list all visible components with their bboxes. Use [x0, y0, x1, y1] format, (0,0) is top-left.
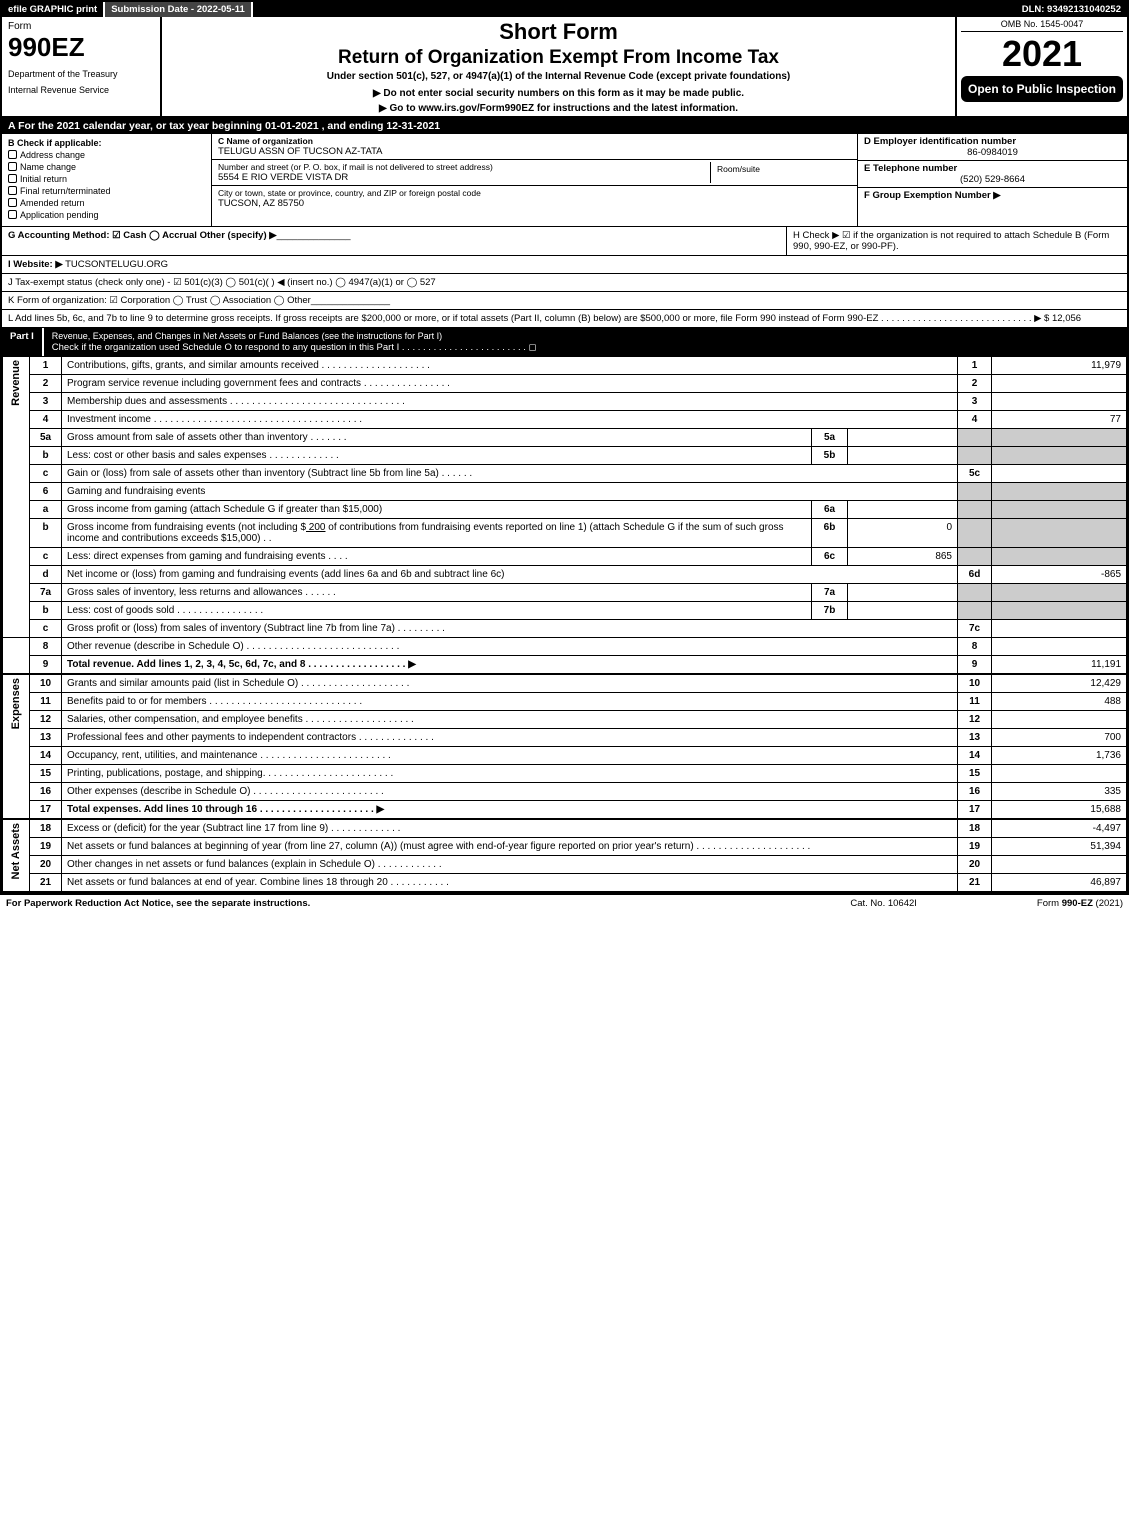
part-i-tag: Part I	[2, 328, 44, 356]
sub-6b: 0	[848, 519, 958, 548]
box-b: B Check if applicable: Address change Na…	[2, 134, 212, 226]
box-j: J Tax-exempt status (check only one) - ☑…	[2, 274, 1127, 292]
box-h: H Check ▶ ☑ if the organization is not r…	[787, 227, 1127, 255]
amt-18: -4,497	[992, 820, 1127, 838]
amt-19: 51,394	[992, 838, 1127, 856]
amt-21: 46,897	[992, 874, 1127, 892]
header-left: Form 990EZ Department of the Treasury In…	[2, 17, 162, 116]
ein-label: D Employer identification number	[864, 136, 1121, 147]
form-word: Form	[8, 21, 154, 32]
netassets-table: Net Assets 18 Excess or (deficit) for th…	[2, 819, 1127, 892]
cat-number: Cat. No. 10642I	[850, 898, 917, 909]
amt-15	[992, 765, 1127, 783]
amt-17: 15,688	[992, 801, 1127, 819]
box-l: L Add lines 5b, 6c, and 7b to line 9 to …	[2, 310, 1127, 328]
expenses-label: Expenses	[8, 678, 24, 729]
form-header: Form 990EZ Department of the Treasury In…	[2, 17, 1127, 118]
amt-20	[992, 856, 1127, 874]
box-i: I Website: ▶ TUCSONTELUGU.ORG	[2, 256, 1127, 274]
chk-initial-return[interactable]: Initial return	[8, 174, 205, 184]
header-right: OMB No. 1545-0047 2021 Open to Public In…	[957, 17, 1127, 116]
chk-amended-return[interactable]: Amended return	[8, 198, 205, 208]
amt-9: 11,191	[992, 656, 1127, 674]
city-label: City or town, state or province, country…	[218, 188, 851, 198]
header-mid: Short Form Return of Organization Exempt…	[162, 17, 957, 116]
identity-block: B Check if applicable: Address change Na…	[2, 134, 1127, 227]
submission-date: Submission Date - 2022-05-11	[105, 2, 253, 17]
phone-value: (520) 529-8664	[864, 174, 1121, 185]
part-i-sub: (see the instructions for Part I)	[322, 331, 443, 341]
sub-5b	[848, 447, 958, 465]
amt-12	[992, 711, 1127, 729]
amt-3	[992, 393, 1127, 411]
sub-5a	[848, 429, 958, 447]
boxes-d-e-f: D Employer identification number 86-0984…	[857, 134, 1127, 226]
amt-16: 335	[992, 783, 1127, 801]
subtitle-section: Under section 501(c), 527, or 4947(a)(1)…	[166, 71, 951, 82]
part-i-title: Revenue, Expenses, and Changes in Net As…	[52, 331, 319, 341]
revenue-label: Revenue	[8, 360, 24, 406]
box-k: K Form of organization: ☑ Corporation ◯ …	[2, 292, 1127, 310]
page-footer: For Paperwork Reduction Act Notice, see …	[0, 894, 1129, 912]
amt-11: 488	[992, 693, 1127, 711]
amt-7c	[992, 620, 1127, 638]
dln-number: DLN: 93492131040252	[1016, 2, 1127, 17]
form-ref: Form 990-EZ (2021)	[1037, 898, 1123, 909]
netassets-label: Net Assets	[8, 823, 24, 879]
top-bar: efile GRAPHIC print Submission Date - 20…	[2, 2, 1127, 17]
form-number: 990EZ	[8, 32, 154, 63]
addr-label: Number and street (or P. O. box, if mail…	[218, 162, 710, 172]
efile-label[interactable]: efile GRAPHIC print	[2, 2, 105, 17]
amt-8	[992, 638, 1127, 656]
dept-treasury: Department of the Treasury	[8, 69, 154, 79]
chk-address-change[interactable]: Address change	[8, 150, 205, 160]
org-name-value: TELUGU ASSN OF TUCSON AZ-TATA	[218, 146, 851, 157]
chk-application-pending[interactable]: Application pending	[8, 210, 205, 220]
warning-ssn: ▶ Do not enter social security numbers o…	[166, 88, 951, 99]
sub-7a	[848, 584, 958, 602]
open-public-badge: Open to Public Inspection	[961, 76, 1123, 102]
amt-5c	[992, 465, 1127, 483]
omb-number: OMB No. 1545-0047	[961, 19, 1123, 32]
paperwork-notice: For Paperwork Reduction Act Notice, see …	[6, 898, 310, 909]
amt-13: 700	[992, 729, 1127, 747]
amt-1: 11,979	[992, 357, 1127, 375]
org-name-label: C Name of organization	[218, 136, 851, 146]
amt-2	[992, 375, 1127, 393]
form-page: efile GRAPHIC print Submission Date - 20…	[0, 0, 1129, 894]
group-exemption-label: F Group Exemption Number ▶	[864, 190, 1121, 201]
box-g: G Accounting Method: ☑ Cash ◯ Accrual Ot…	[2, 227, 787, 255]
chk-final-return[interactable]: Final return/terminated	[8, 186, 205, 196]
part-i-header: Part I Revenue, Expenses, and Changes in…	[2, 328, 1127, 356]
sub-6a	[848, 501, 958, 519]
row-a-taxyear: A For the 2021 calendar year, or tax yea…	[2, 118, 1127, 134]
box-c: C Name of organization TELUGU ASSN OF TU…	[212, 134, 857, 226]
website-value[interactable]: TUCSONTELUGU.ORG	[65, 259, 168, 270]
amt-6d: -865	[992, 566, 1127, 584]
expenses-table: Expenses 10 Grants and similar amounts p…	[2, 674, 1127, 819]
addr-value: 5554 E RIO VERDE VISTA DR	[218, 172, 710, 183]
title-return: Return of Organization Exempt From Incom…	[166, 47, 951, 69]
chk-name-change[interactable]: Name change	[8, 162, 205, 172]
box-b-title: B Check if applicable:	[8, 138, 205, 148]
goto-link[interactable]: ▶ Go to www.irs.gov/Form990EZ for instru…	[166, 103, 951, 114]
revenue-table: Revenue 1 Contributions, gifts, grants, …	[2, 356, 1127, 674]
tax-year: 2021	[961, 32, 1123, 76]
sub-7b	[848, 602, 958, 620]
room-suite-label: Room/suite	[717, 164, 845, 174]
dept-irs: Internal Revenue Service	[8, 85, 154, 95]
amt-10: 12,429	[992, 675, 1127, 693]
sub-6c: 865	[848, 548, 958, 566]
title-short-form: Short Form	[166, 19, 951, 45]
amt-4: 77	[992, 411, 1127, 429]
amt-14: 1,736	[992, 747, 1127, 765]
ein-value: 86-0984019	[864, 147, 1121, 158]
city-value: TUCSON, AZ 85750	[218, 198, 851, 209]
part-i-check: Check if the organization used Schedule …	[52, 342, 537, 353]
phone-label: E Telephone number	[864, 163, 1121, 174]
gross-receipts-value: 12,056	[1052, 313, 1081, 324]
